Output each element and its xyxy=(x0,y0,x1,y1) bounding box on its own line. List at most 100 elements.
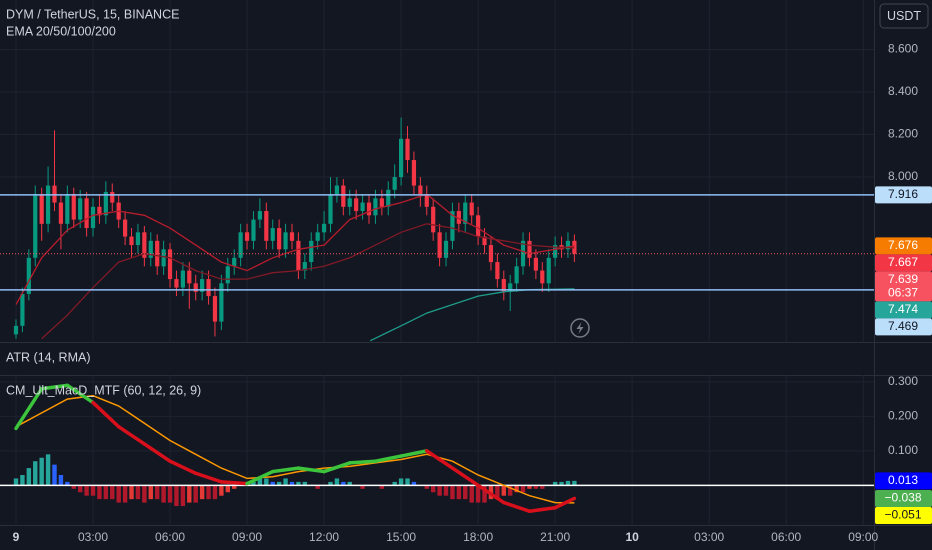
macd-segment xyxy=(142,442,172,463)
y-tick-label: 8.400 xyxy=(888,84,918,98)
histogram-bar xyxy=(45,454,51,486)
candle-body xyxy=(52,185,57,203)
histogram-bar xyxy=(328,481,333,486)
candle-body xyxy=(289,232,295,241)
histogram-bar xyxy=(430,485,436,493)
histogram-bar xyxy=(572,480,577,486)
candle-body xyxy=(129,236,134,246)
price-label: −0.051 xyxy=(884,508,921,522)
candle-body xyxy=(418,185,423,195)
histogram-bar xyxy=(315,485,320,489)
candle-body xyxy=(437,232,442,258)
currency-button[interactable] xyxy=(879,3,929,29)
candle-body xyxy=(341,185,346,207)
histogram-bar xyxy=(482,485,487,503)
macd-segment xyxy=(193,471,224,484)
candle-body xyxy=(495,262,500,280)
macd-segment xyxy=(476,483,506,505)
histogram-bar xyxy=(456,485,462,500)
histogram-bar xyxy=(20,475,25,486)
candle-body xyxy=(20,293,25,326)
candle-body xyxy=(232,257,237,267)
macd-segment xyxy=(347,459,378,465)
x-tick-label: 09:00 xyxy=(848,530,878,544)
histogram-bar xyxy=(437,485,442,496)
histogram-bar xyxy=(148,485,153,500)
histogram-bar xyxy=(39,457,44,486)
histogram-bar xyxy=(302,481,308,486)
price-label: 7.667 xyxy=(888,255,918,269)
macd-segment xyxy=(168,459,198,476)
chart-title: DYM / TetherUS, 15, BINANCE xyxy=(6,7,179,21)
x-tick-label: 09:00 xyxy=(232,530,262,544)
price-label-box xyxy=(875,472,932,490)
x-tick-label: 03:00 xyxy=(694,530,724,544)
macd-segment xyxy=(219,480,249,486)
histogram-bar xyxy=(187,485,192,503)
histogram-bar xyxy=(360,485,365,489)
candle-body xyxy=(84,198,89,229)
candle-body xyxy=(206,279,211,297)
candle-body xyxy=(97,206,102,216)
candle-body xyxy=(270,228,275,241)
x-tick-label: 10 xyxy=(625,530,639,544)
histogram-bar xyxy=(565,480,571,486)
histogram-bar xyxy=(219,485,224,496)
candle-body xyxy=(456,211,461,224)
histogram-bar xyxy=(257,478,263,486)
candle-body xyxy=(411,160,417,186)
candle-body xyxy=(78,198,83,220)
histogram-bar xyxy=(450,485,455,500)
candle-body xyxy=(13,325,19,335)
histogram-bar xyxy=(334,478,340,486)
y-tick-label: 8.200 xyxy=(888,127,918,141)
candle-body xyxy=(315,232,320,241)
candle-body xyxy=(174,279,179,288)
candle-body xyxy=(45,185,51,224)
histogram-bar xyxy=(58,475,64,486)
candle-body xyxy=(58,202,64,224)
x-tick-label: 9 xyxy=(13,530,20,544)
candle-body xyxy=(33,194,38,258)
histogram-bar xyxy=(276,481,282,486)
x-tick-label: 03:00 xyxy=(78,530,108,544)
candle-body xyxy=(366,202,372,216)
macd-segment xyxy=(322,461,352,474)
candle-body xyxy=(431,206,436,233)
y-tick-label: 0.300 xyxy=(888,374,918,388)
histogram-bar xyxy=(405,478,410,486)
histogram-bar xyxy=(116,485,121,503)
histogram-bar xyxy=(289,481,295,486)
candle-body xyxy=(187,270,192,284)
price-label-box xyxy=(875,301,932,319)
replay-icon[interactable] xyxy=(570,318,590,338)
price-label-box xyxy=(875,237,932,255)
y-tick-label: 0.200 xyxy=(888,409,918,423)
candle-body xyxy=(110,191,115,203)
candle-body xyxy=(398,138,404,178)
histogram-bar xyxy=(129,485,134,500)
price-label-box xyxy=(875,254,932,272)
candle-body xyxy=(508,283,513,292)
price-label-box xyxy=(875,489,932,507)
macd-segment xyxy=(527,506,557,513)
currency-label[interactable]: USDT xyxy=(887,9,921,23)
histogram-bar xyxy=(514,485,519,493)
histogram-bar xyxy=(508,485,513,496)
histogram-bar xyxy=(206,485,211,500)
histogram-bar xyxy=(97,485,102,500)
histogram-bar xyxy=(533,485,539,489)
candle-body xyxy=(225,266,230,284)
histogram-bar xyxy=(71,485,76,489)
candle-body xyxy=(309,240,314,263)
candle-body xyxy=(463,202,468,224)
histogram-bar xyxy=(199,485,205,500)
candle-body xyxy=(488,245,494,263)
macd-segment xyxy=(399,449,429,458)
candle-body xyxy=(251,219,256,241)
histogram-bar xyxy=(463,485,468,500)
histogram-bar xyxy=(142,485,147,503)
candle-body xyxy=(283,232,288,250)
histogram-bar xyxy=(552,481,558,486)
